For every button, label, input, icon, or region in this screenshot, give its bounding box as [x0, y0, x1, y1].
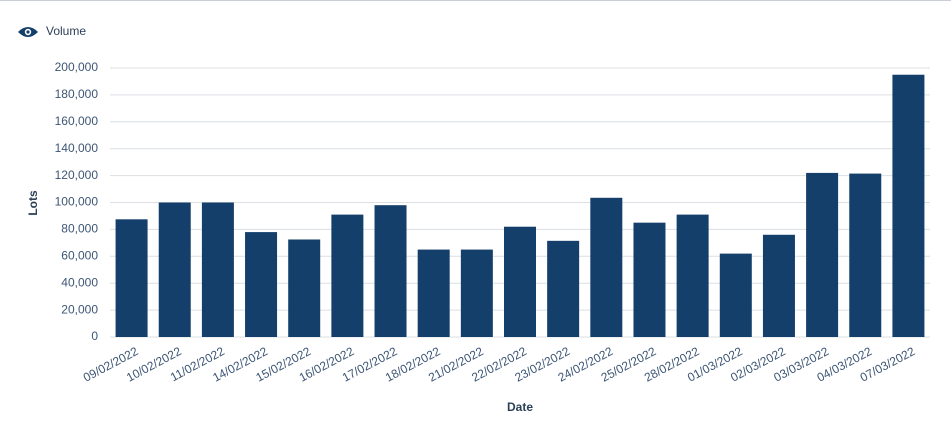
y-tick-label: 200,000: [55, 60, 99, 74]
y-tick-label: 20,000: [61, 302, 98, 316]
y-tick-label: 160,000: [55, 114, 99, 128]
bar: [633, 222, 666, 337]
bar: [331, 214, 364, 337]
legend-item[interactable]: Volume: [18, 24, 86, 38]
y-tick-label: 100,000: [55, 195, 99, 209]
bar: [201, 202, 234, 337]
bar: [288, 239, 321, 337]
y-tick-label: 140,000: [55, 141, 99, 155]
bar: [590, 197, 623, 337]
y-tick-label: 120,000: [55, 168, 99, 182]
bar: [158, 202, 191, 337]
y-tick-label: 80,000: [61, 222, 98, 236]
bar: [762, 234, 795, 337]
bar: [719, 253, 752, 337]
y-axis-title: Lots: [26, 190, 40, 216]
bar: [245, 232, 278, 337]
bar: [676, 214, 709, 337]
bar: [460, 249, 493, 337]
bar: [849, 173, 882, 337]
y-tick-label: 0: [91, 329, 98, 343]
legend-label: Volume: [46, 24, 86, 38]
bar: [504, 226, 536, 337]
bar: [374, 205, 407, 337]
bar: [115, 219, 148, 337]
x-axis-title: Date: [507, 400, 533, 414]
eye-center: [26, 30, 30, 34]
bar: [417, 249, 450, 337]
y-tick-label: 60,000: [61, 248, 98, 262]
y-tick-label: 40,000: [61, 275, 98, 289]
bar: [806, 172, 839, 337]
y-tick-label: 180,000: [55, 87, 99, 101]
bar: [547, 240, 580, 337]
bar: [892, 74, 925, 337]
